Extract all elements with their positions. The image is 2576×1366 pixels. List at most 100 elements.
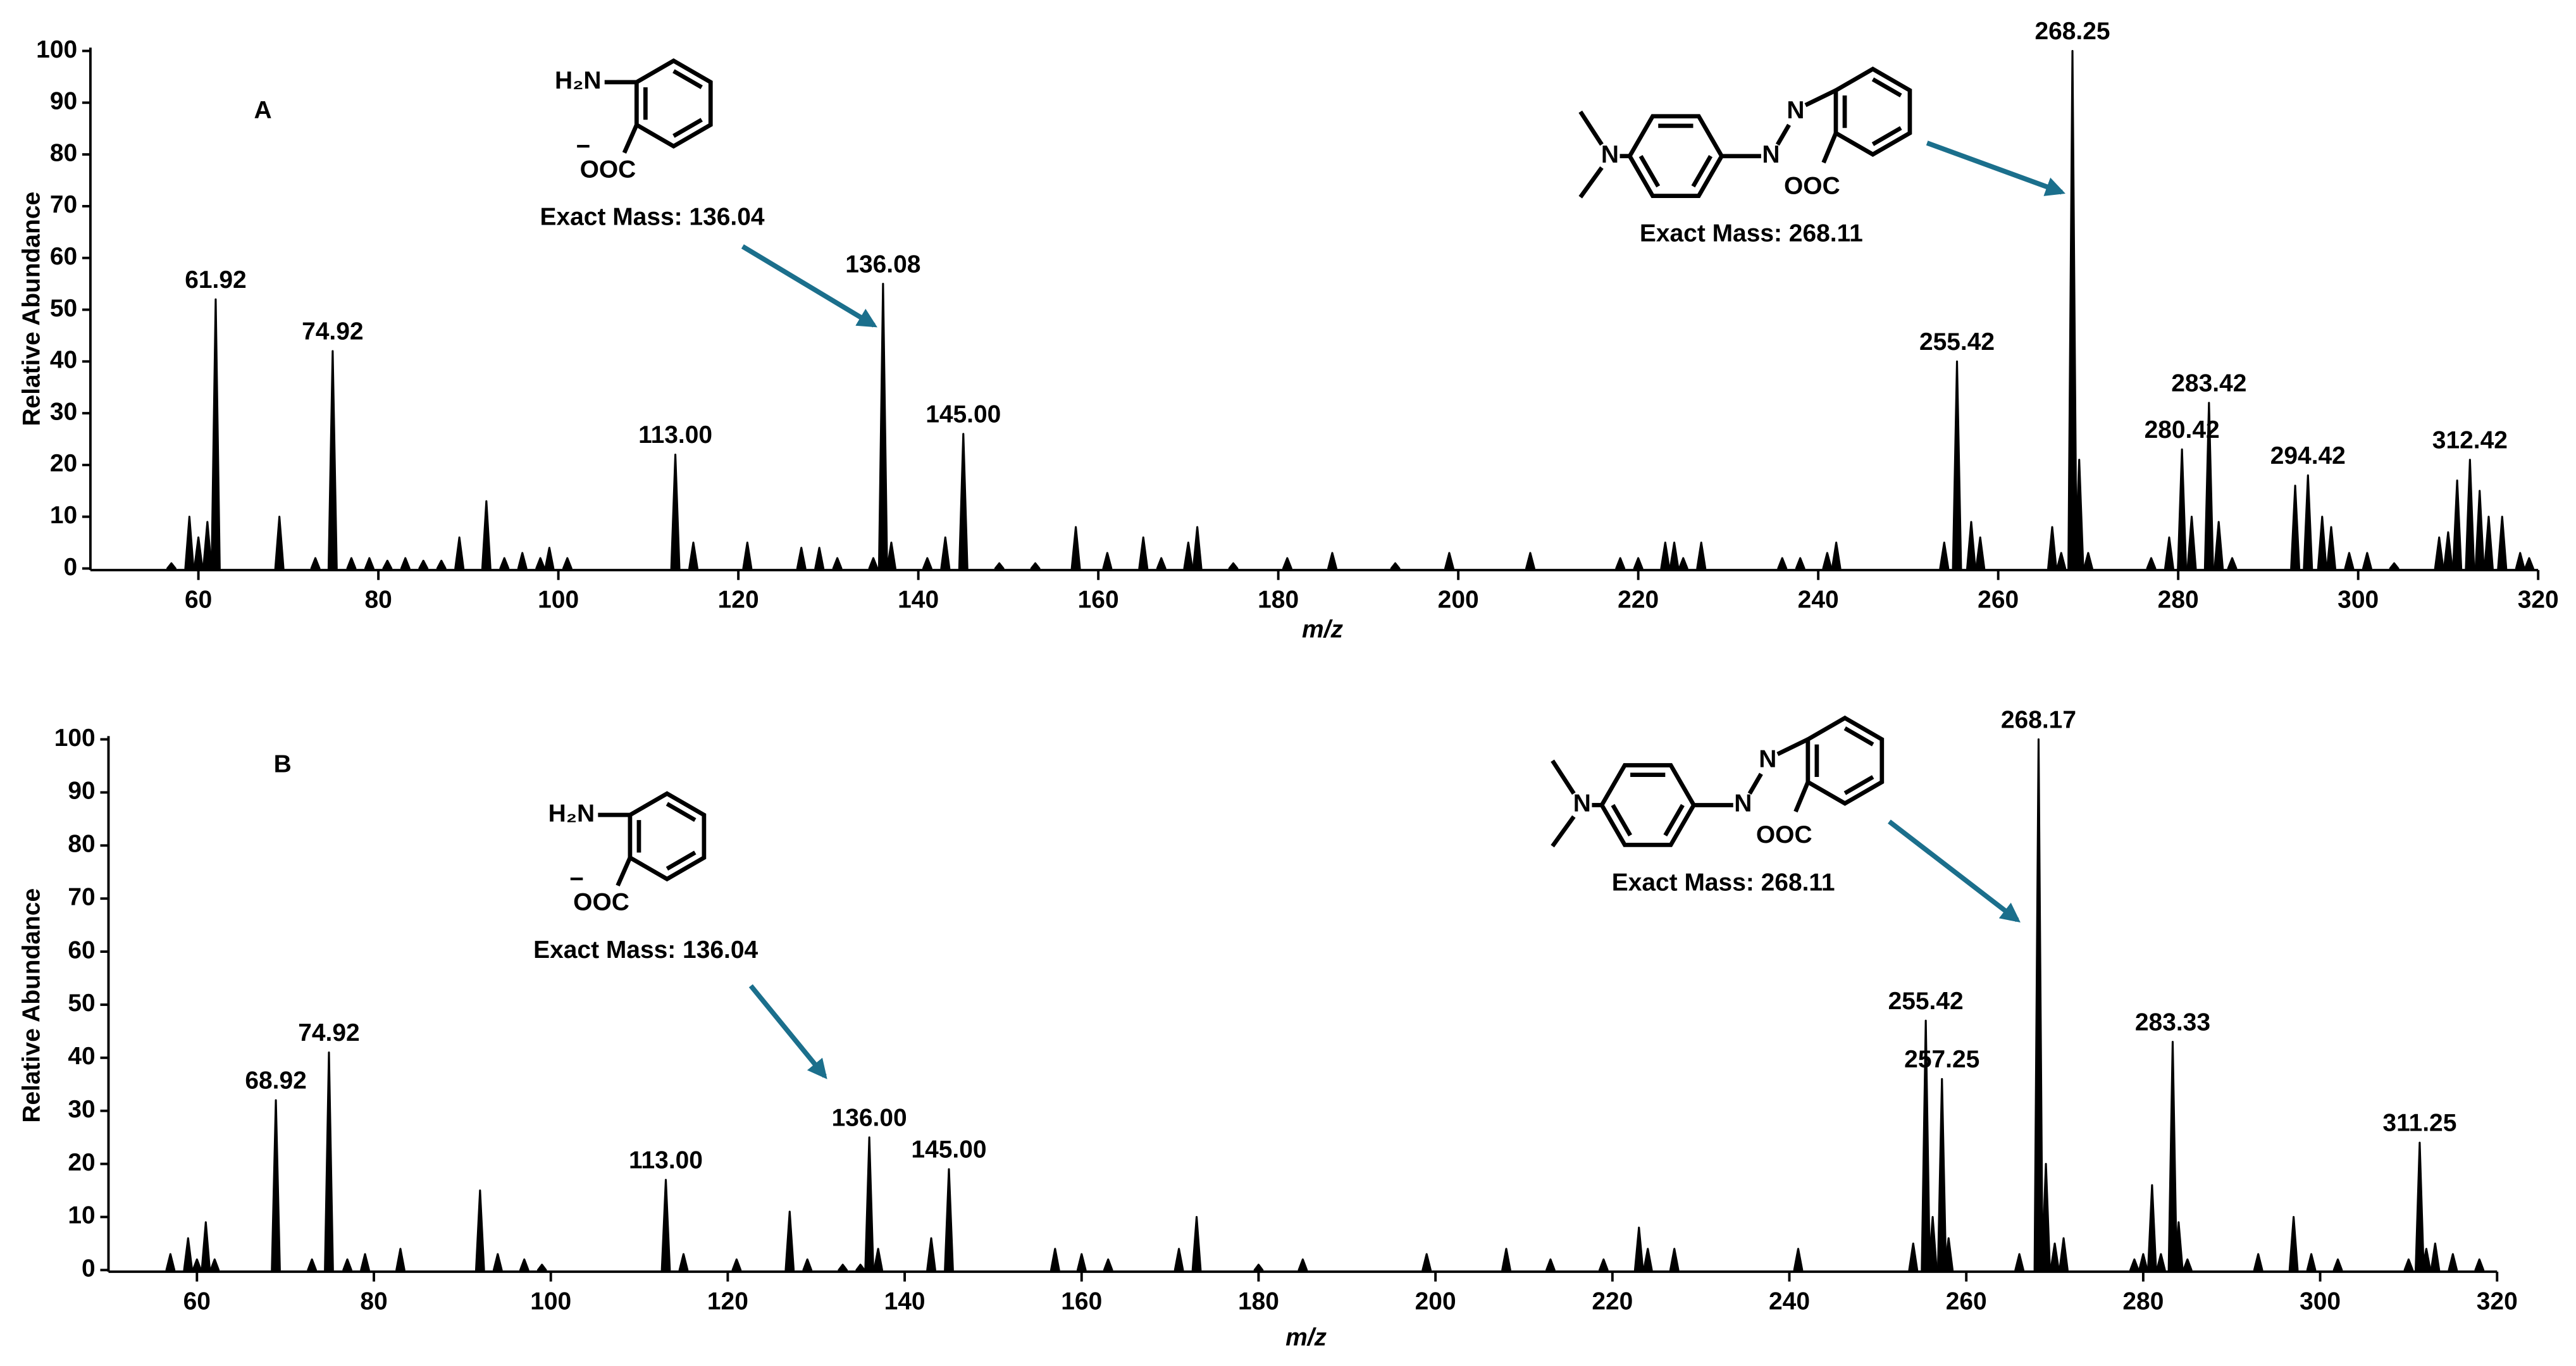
peak [2344,552,2355,570]
atom-label: OOC [573,889,629,916]
peak [2083,552,2093,570]
peak [2129,1258,2139,1271]
double-bond [1843,726,1874,747]
bond [1578,166,1604,199]
peak [544,547,555,570]
peak [454,536,465,570]
peak [1943,1237,1954,1271]
y-tick-label: 80 [50,139,77,166]
bond [622,123,639,154]
peak [209,1258,220,1271]
peak [2041,1163,2051,1271]
peak-label: 312.42 [2432,426,2508,454]
peak [678,1253,689,1271]
y-axis-title: Relative Abundance [18,192,45,426]
peak [2146,557,2157,570]
x-tick-label: 200 [1415,1288,1456,1315]
peak [1327,552,1337,570]
x-tick-label: 320 [2477,1288,2518,1315]
peak [360,1253,370,1271]
peak [1793,1248,1804,1271]
atom-label: N [1573,790,1591,817]
peak [1156,557,1167,570]
y-axis-title: Relative Abundance [18,888,45,1123]
bond [1776,737,1809,756]
peak [1076,1253,1087,1271]
x-tick-label: 200 [1438,587,1479,614]
peak [1030,562,1041,570]
peak-label: 294.42 [2270,442,2346,469]
peak [784,1210,795,1271]
peak [536,1264,547,1271]
peak [517,552,528,570]
peak [310,557,321,570]
double-bond [1611,804,1632,836]
peak [1633,1226,1644,1271]
peak [944,1168,954,1271]
peak [1501,1248,1511,1271]
peak [1545,1258,1556,1271]
peak [1173,1248,1184,1271]
peak-label: 61.92 [185,266,246,294]
peak [2177,448,2188,570]
peak [2332,1258,2343,1271]
peak [184,516,195,570]
y-tick-label: 80 [68,831,95,858]
peak [2389,562,2400,570]
peak [202,521,213,570]
x-tick-label: 60 [183,1288,211,1315]
peak [2156,1253,2166,1271]
x-tick-label: 260 [1978,587,2019,614]
x-tick-label: 240 [1798,587,1839,614]
y-tick-label: 30 [50,398,77,425]
double-bond [1871,77,1902,97]
y-tick-label: 100 [36,36,77,63]
arrow [1888,819,2021,923]
x-tick-label: 120 [707,1288,748,1315]
peak-label: 113.00 [629,1146,703,1174]
peak [2483,516,2494,570]
peak [201,1221,211,1271]
peak [519,1258,529,1271]
peak [1070,526,1081,570]
peak [2047,526,2057,570]
peak [1421,1253,1432,1271]
y-tick-label: 20 [68,1149,95,1176]
peak-label: 280.42 [2145,416,2220,444]
peak-label: 136.08 [845,251,920,278]
peak [994,562,1005,570]
arrow [1926,140,2065,196]
x-tick-label: 80 [360,1288,387,1315]
arrow [741,244,877,328]
peak [2050,1242,2060,1271]
bond [1747,773,1763,795]
peak [400,557,411,570]
peak [2465,459,2475,570]
peak [731,1258,742,1271]
peak [1642,1248,1653,1271]
benzene-ring [1627,114,1725,199]
peak [1669,542,1680,570]
peak [864,1136,874,1271]
peak [1921,1019,1931,1271]
peak [2403,1258,2414,1271]
peak-label: 255.42 [1919,328,1995,356]
peak [2415,1141,2425,1271]
y-tick-label: 40 [50,347,77,374]
peak [2203,402,2214,570]
peak [1936,1077,1947,1271]
peak-label: 255.42 [1888,988,1964,1015]
exact-mass-label: Exact Mass: 136.04 [533,936,758,964]
double-bond [1638,155,1661,188]
peak [210,298,221,570]
y-tick-label: 70 [50,191,77,218]
peak [327,350,338,570]
bond [1775,123,1791,146]
peak [922,557,932,570]
peak [1297,1258,1308,1271]
peak-label: 68.92 [245,1067,306,1095]
peak [1138,536,1149,570]
peak [2214,521,2224,570]
peak [660,1179,671,1271]
